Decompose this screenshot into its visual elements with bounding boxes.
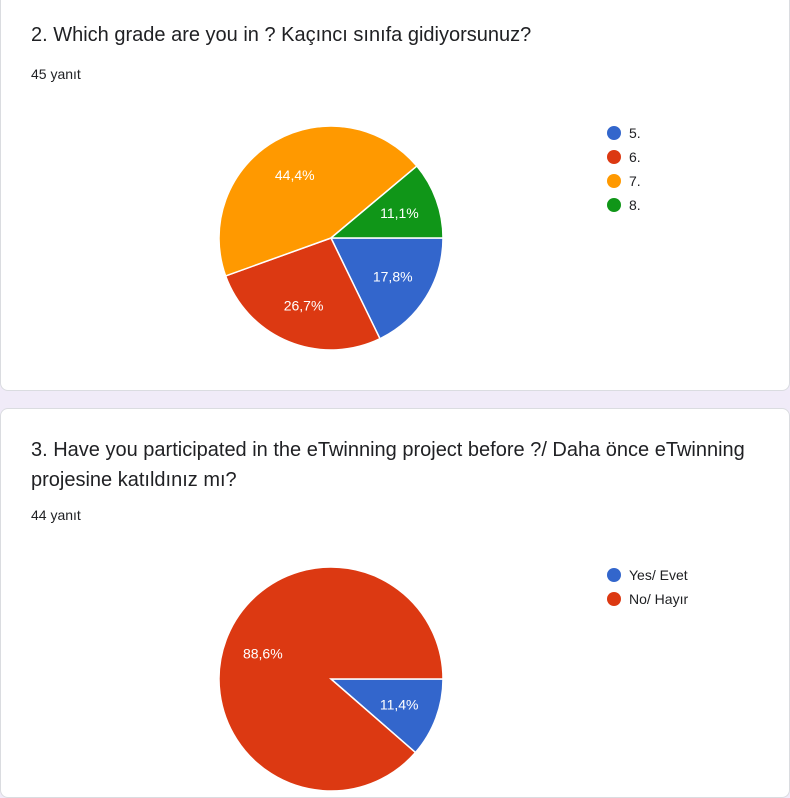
- question-title: 2. Which grade are you in ? Kaçıncı sını…: [31, 24, 532, 46]
- chart-legend: 5. 6. 7. 8.: [607, 121, 641, 217]
- legend-item: 7.: [607, 169, 641, 193]
- pie-chart-etwinning: 11,4% 88,6%: [218, 566, 444, 792]
- pie-slice-no-hay-r: [218, 566, 444, 792]
- legend-swatch: [607, 174, 621, 188]
- slice-value-label: 88,6%: [243, 645, 283, 661]
- slice-value-label: 17,8%: [373, 269, 413, 285]
- question-card-etwinning: 3. Have you participated in the eTwinnin…: [0, 408, 790, 798]
- legend-label: Yes/ Evet: [629, 567, 688, 583]
- slice-value-label: 26,7%: [284, 297, 324, 313]
- pie-slice-yes-evet: [328, 678, 444, 754]
- legend-label: 8.: [629, 197, 641, 213]
- legend-label: 5.: [629, 125, 641, 141]
- legend-swatch: [607, 126, 621, 140]
- legend-item: No/ Hayır: [607, 587, 688, 611]
- response-count: 45 yanıt: [31, 66, 81, 82]
- legend-swatch: [607, 198, 621, 212]
- legend-label: 6.: [629, 149, 641, 165]
- pie-chart-grade: 17,8% 26,7% 44,4% 11,1%: [218, 125, 444, 351]
- legend-swatch: [607, 150, 621, 164]
- response-count: 44 yanıt: [31, 507, 81, 523]
- slice-value-label: 11,1%: [380, 205, 419, 221]
- legend-swatch: [607, 592, 621, 606]
- pie-slice-6: [224, 237, 381, 351]
- legend-label: No/ Hayır: [629, 591, 689, 607]
- slice-value-label: 11,4%: [380, 697, 419, 713]
- legend-swatch: [607, 568, 621, 582]
- pie-slice-7: [218, 125, 418, 277]
- legend-item: Yes/ Evet: [607, 563, 688, 587]
- legend-item: 6.: [607, 145, 641, 169]
- question-card-grade: 2. Which grade are you in ? Kaçıncı sını…: [0, 0, 790, 391]
- question-title: 3. Have you participated in the eTwinnin…: [31, 439, 745, 491]
- pie-slice-5: [329, 237, 444, 340]
- slice-value-label: 44,4%: [275, 167, 315, 183]
- legend-label: 7.: [629, 173, 641, 189]
- chart-legend: Yes/ Evet No/ Hayır: [607, 563, 688, 611]
- legend-item: 5.: [607, 121, 641, 145]
- pie-slice-8: [328, 165, 444, 239]
- legend-item: 8.: [607, 193, 641, 217]
